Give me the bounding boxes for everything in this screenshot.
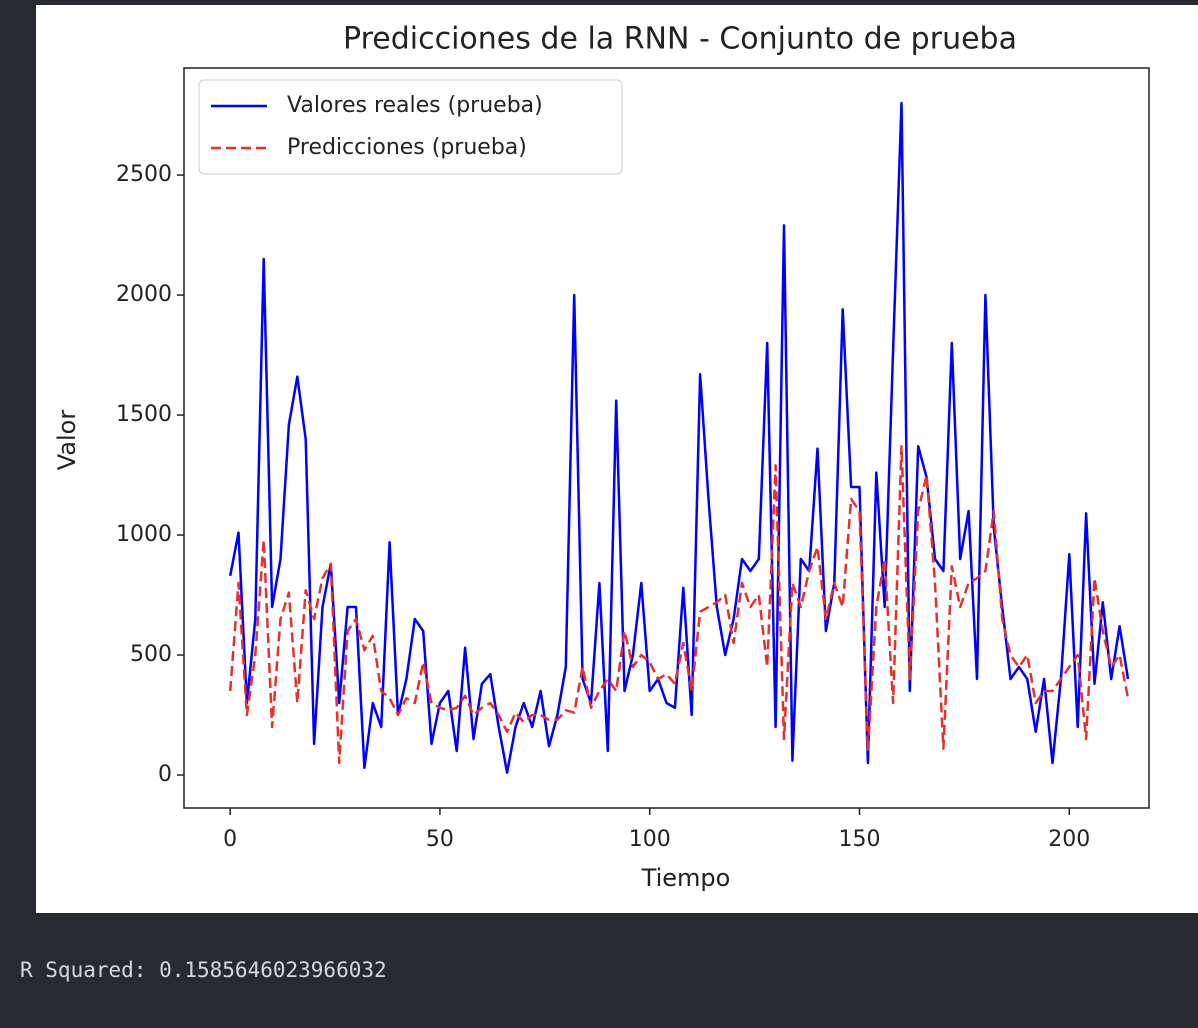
y-axis-label: Valor	[53, 410, 81, 471]
series-line	[228, 101, 1130, 774]
x-tick-label: 100	[629, 827, 671, 852]
y-tick-label: 500	[130, 642, 172, 667]
chart-title: Predicciones de la RNN - Conjunto de pru…	[343, 22, 1017, 57]
x-axis-label: Tiempo	[641, 864, 731, 892]
x-tick-label: 0	[223, 827, 237, 852]
output-text: R Squared: 0.1585646023966032	[20, 958, 387, 982]
x-tick-label: 50	[426, 827, 454, 852]
plot-frame	[183, 67, 1150, 809]
y-tick-label: 2500	[116, 162, 172, 187]
legend-label: Valores reales (prueba)	[287, 93, 543, 118]
series-line	[228, 444, 1130, 765]
legend-box	[198, 79, 623, 175]
y-tick-label: 1500	[116, 402, 172, 427]
y-tick-label: 1000	[116, 522, 172, 547]
x-tick-label: 200	[1048, 827, 1090, 852]
y-tick-label: 2000	[116, 282, 172, 307]
legend-label: Predicciones (prueba)	[287, 135, 527, 160]
y-tick-label: 0	[158, 762, 172, 787]
x-tick-label: 150	[839, 827, 881, 852]
